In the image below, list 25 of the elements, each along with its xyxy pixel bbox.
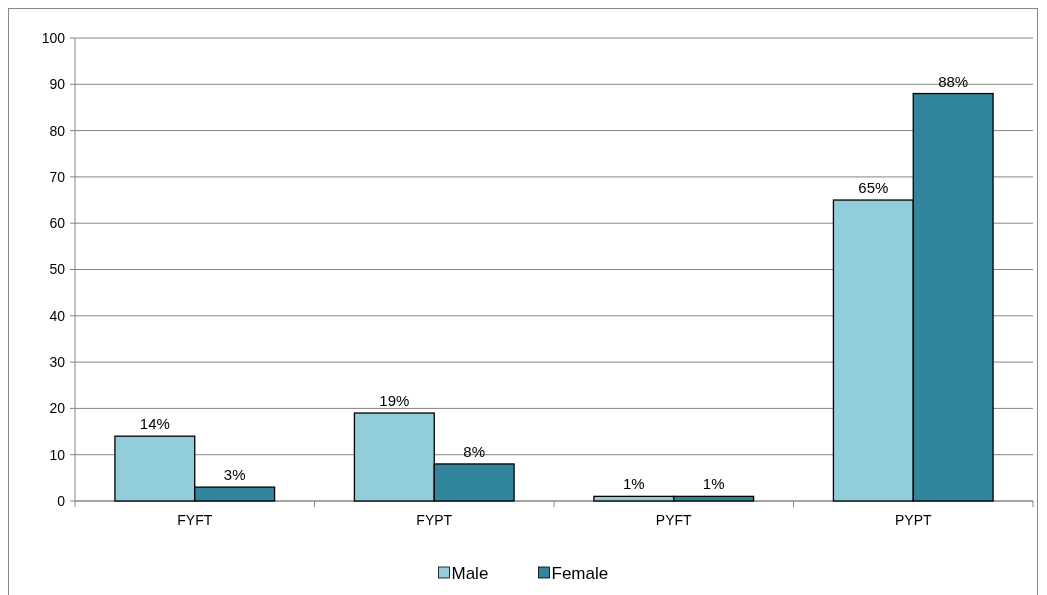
y-tick-label: 70 <box>49 168 66 185</box>
y-tick-label: 80 <box>49 122 66 139</box>
data-label: 14% <box>139 415 170 433</box>
x-tick-label: PYFT <box>655 512 693 528</box>
data-label: 19% <box>379 392 410 410</box>
data-label: 1% <box>702 475 725 493</box>
x-tick-label: PYPT <box>894 512 932 528</box>
y-tick-label: 60 <box>49 215 66 232</box>
data-label: 3% <box>223 466 246 484</box>
x-tick-label: FYFT <box>177 512 213 528</box>
y-tick-label: 90 <box>49 76 66 93</box>
data-label: 65% <box>858 179 889 197</box>
y-tick-label: 0 <box>57 492 66 509</box>
legend-label: Female <box>551 563 609 583</box>
data-label: 1% <box>622 475 645 493</box>
x-tick-label: FYPT <box>416 512 453 528</box>
y-tick-label: 20 <box>49 400 66 417</box>
legend-label: Male <box>451 563 489 583</box>
y-tick-label: 10 <box>49 446 66 463</box>
y-tick-label: 30 <box>49 354 66 370</box>
y-tick-label: 40 <box>49 307 66 324</box>
data-label: 8% <box>463 442 486 460</box>
data-label: 88% <box>938 72 969 90</box>
y-tick-label: 50 <box>49 261 66 278</box>
y-tick-label: 100 <box>41 29 66 46</box>
